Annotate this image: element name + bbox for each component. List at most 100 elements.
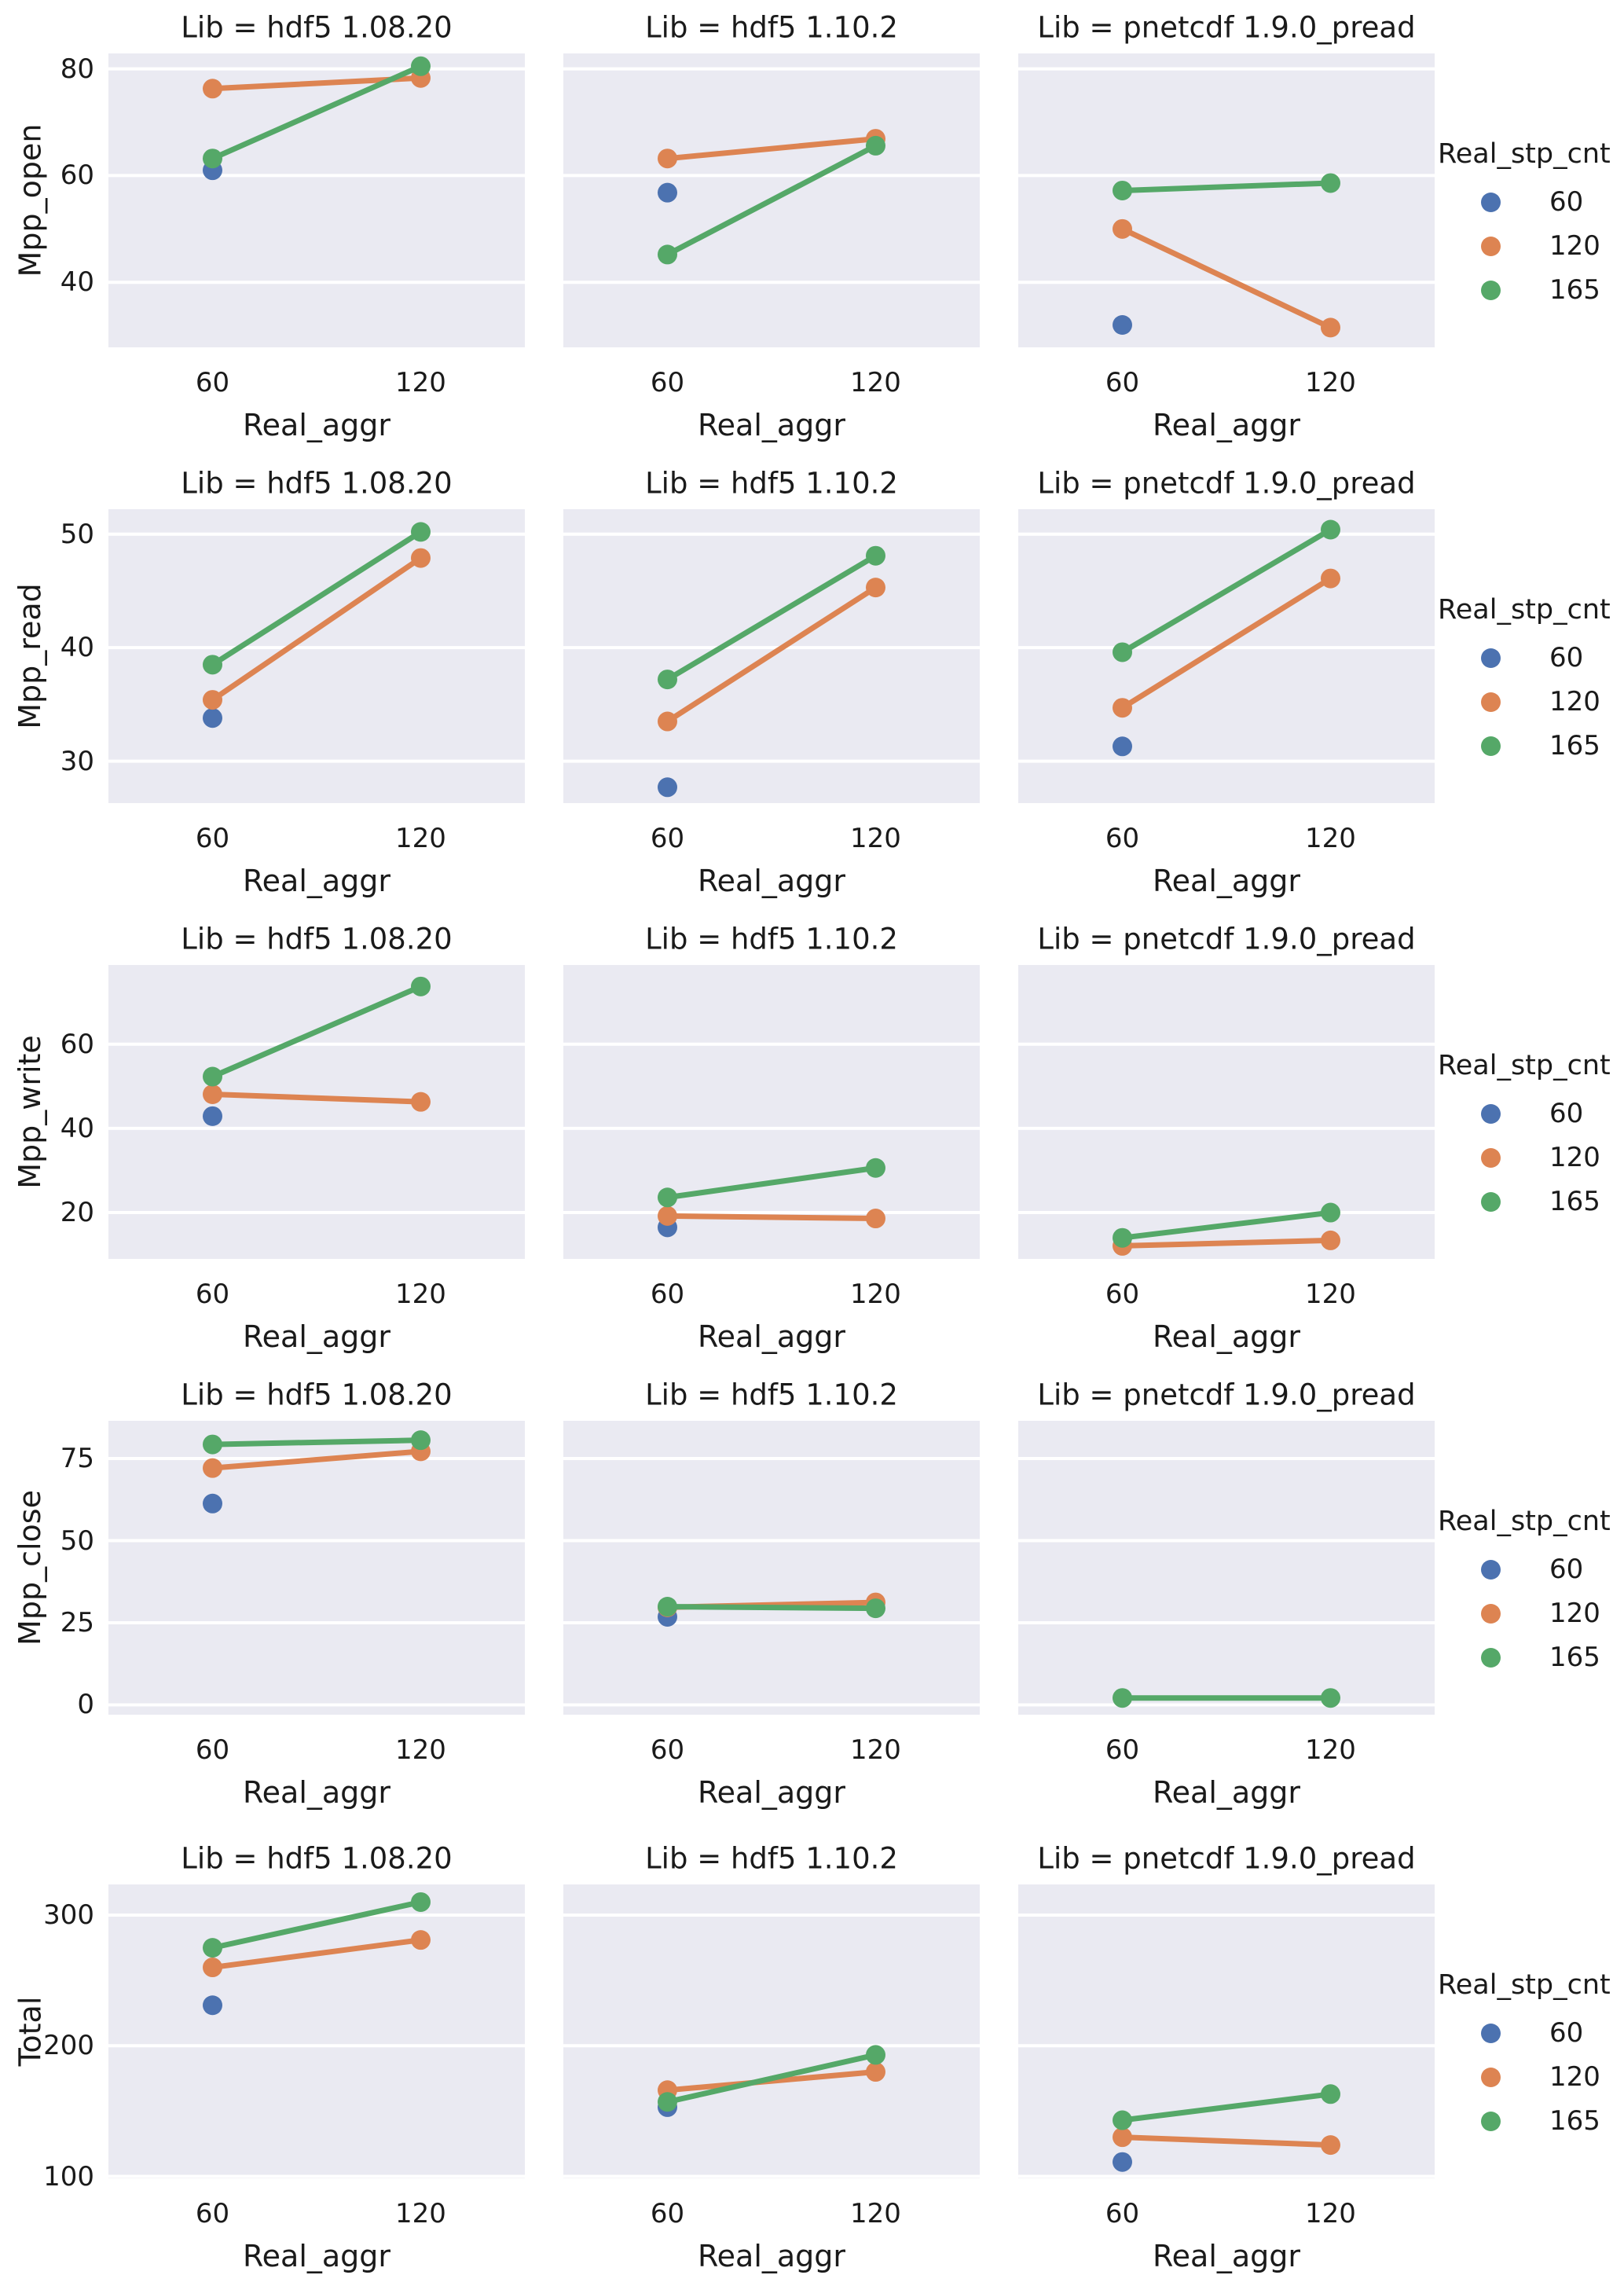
subplot-panel	[563, 1421, 980, 1715]
data-point-120	[411, 548, 431, 568]
legend-title: Real_stp_cnt	[1438, 594, 1611, 626]
data-point-60	[203, 1995, 222, 2016]
x-tick-label: 60	[650, 823, 685, 854]
y-tick-label: 40	[60, 632, 94, 664]
data-point-165	[658, 2092, 677, 2112]
series-line-120	[1120, 575, 1333, 711]
legend-title: Real_stp_cnt	[1438, 1050, 1611, 1081]
legend-label-165: 165	[1549, 1642, 1600, 1673]
data-point-165	[411, 522, 431, 542]
data-point-165	[1113, 2110, 1132, 2130]
data-point-165	[411, 56, 431, 76]
x-tick-label: 120	[850, 1279, 901, 1310]
panel-background	[1018, 509, 1435, 803]
x-tick-label: 120	[1305, 823, 1356, 854]
data-point-120	[203, 1084, 222, 1104]
x-tick-label: 120	[1305, 1734, 1356, 1766]
x-tick-label: 120	[850, 2198, 901, 2229]
data-point-165	[658, 1187, 677, 1208]
x-tick-label: 60	[650, 367, 685, 398]
series-line-120	[665, 136, 878, 162]
y-tick-label: 0	[77, 1689, 94, 1721]
series-line-120	[665, 1213, 878, 1222]
data-point-120	[866, 578, 885, 598]
series-line-120	[210, 1937, 423, 1971]
data-point-120	[1113, 218, 1132, 239]
series-line-165	[1120, 180, 1333, 193]
legend-label-165: 165	[1549, 730, 1600, 761]
data-point-165	[1321, 173, 1340, 193]
data-point-165	[203, 655, 222, 675]
x-tick-label: 60	[1105, 1279, 1140, 1310]
subplot-title: Lib = pnetcdf 1.9.0_pread	[1037, 922, 1416, 956]
legend-swatch-165	[1480, 736, 1501, 756]
data-point-60	[1113, 314, 1132, 335]
legend-swatch-120	[1480, 2067, 1501, 2087]
subplot-title: Lib = hdf5 1.10.2	[645, 466, 898, 501]
data-point-120	[1321, 2135, 1340, 2156]
panel-background	[563, 1884, 980, 2178]
series-line-120	[1120, 1237, 1333, 1249]
x-tick-label: 120	[395, 823, 446, 854]
data-point-120	[203, 1458, 222, 1478]
data-point-165	[866, 545, 885, 566]
panel-background	[563, 965, 980, 1259]
subplot-title: Lib = pnetcdf 1.9.0_pread	[1037, 466, 1416, 501]
legend-swatch-165	[1480, 1191, 1501, 1212]
data-point-165	[866, 1598, 885, 1619]
data-point-60	[203, 1493, 222, 1514]
x-tick-label: 60	[195, 1734, 230, 1766]
subplot-title: Lib = hdf5 1.10.2	[645, 10, 898, 45]
data-point-60	[203, 708, 222, 728]
legend-swatch-165	[1480, 1647, 1501, 1668]
x-tick-label: 60	[1105, 367, 1140, 398]
data-point-165	[1113, 1688, 1132, 1708]
legend-swatch-60	[1480, 648, 1501, 668]
panel-background	[108, 965, 525, 1259]
facet-row-mpp_open: Mpp_open 40 60 80 Lib = hdf5 1.08.20 60 120 Rea…	[0, 0, 1624, 456]
series-line-165	[210, 529, 423, 668]
subplot-panel	[1018, 509, 1435, 803]
subplot-panel	[563, 1884, 980, 2178]
y-tick-label: 75	[60, 1443, 94, 1475]
panel-background	[108, 509, 525, 803]
data-point-120	[658, 711, 677, 732]
subplot-title: Lib = hdf5 1.08.20	[181, 922, 453, 956]
y-tick-label: 50	[60, 518, 94, 550]
data-point-165	[203, 1938, 222, 1958]
legend-swatch-120	[1480, 1147, 1501, 1168]
x-tick-label: 120	[395, 2198, 446, 2229]
legend-label-60: 60	[1549, 1098, 1584, 1129]
data-point-165	[1321, 1688, 1340, 1708]
y-axis-label: Mpp_write	[13, 1035, 48, 1189]
x-axis-label: Real_aggr	[697, 408, 846, 442]
subplot-title: Lib = hdf5 1.10.2	[645, 922, 898, 956]
subplot-panel	[1018, 1421, 1435, 1715]
subplot-panel	[563, 509, 980, 803]
x-tick-label: 120	[850, 367, 901, 398]
legend-label-120: 120	[1549, 2061, 1600, 2093]
legend-swatch-165	[1480, 2111, 1501, 2131]
series-line-165	[665, 552, 878, 683]
data-point-165	[658, 670, 677, 690]
series-line-120	[210, 1448, 423, 1471]
y-tick-label: 80	[60, 53, 94, 85]
data-point-60	[658, 777, 677, 798]
x-axis-label: Real_aggr	[697, 2239, 846, 2273]
data-point-120	[1321, 317, 1340, 338]
subplot-title: Lib = hdf5 1.08.20	[181, 466, 453, 501]
data-point-165	[1113, 180, 1132, 200]
x-tick-label: 60	[1105, 1734, 1140, 1766]
data-point-165	[203, 1434, 222, 1455]
legend-label-60: 60	[1549, 2017, 1584, 2049]
x-tick-label: 60	[195, 2198, 230, 2229]
x-tick-label: 120	[1305, 2198, 1356, 2229]
y-tick-label: 60	[60, 1028, 94, 1060]
subplot-title: Lib = pnetcdf 1.9.0_pread	[1037, 1841, 1416, 1876]
x-tick-label: 120	[395, 367, 446, 398]
data-point-120	[1321, 568, 1340, 589]
legend-swatch-120	[1480, 692, 1501, 712]
y-tick-label: 60	[60, 160, 94, 192]
y-tick-label: 20	[60, 1197, 94, 1229]
